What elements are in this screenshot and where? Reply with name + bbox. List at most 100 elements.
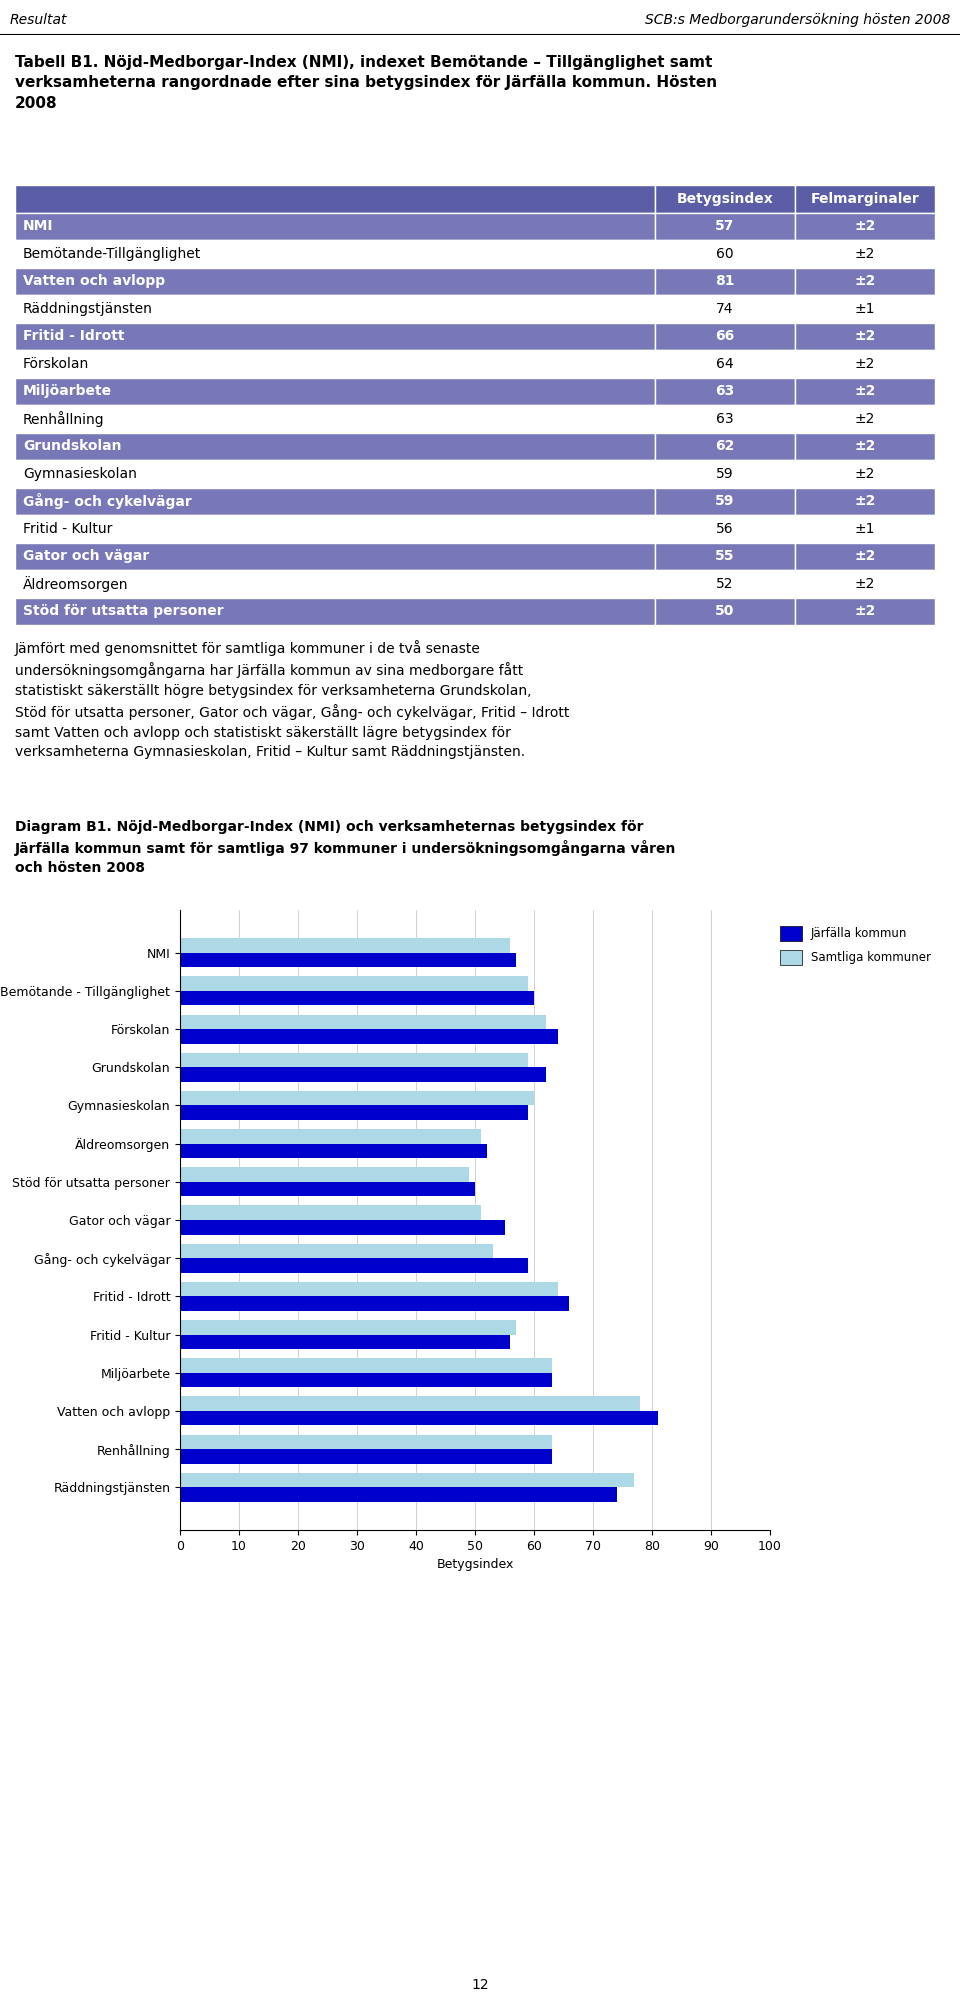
Bar <box>795 487 935 515</box>
Text: 64: 64 <box>716 356 733 370</box>
Bar <box>795 515 935 541</box>
Text: ±2: ±2 <box>854 248 876 262</box>
Bar <box>655 268 795 296</box>
Bar <box>180 1220 505 1234</box>
Bar <box>180 1129 481 1143</box>
Bar <box>180 1206 481 1220</box>
Bar <box>180 1488 616 1502</box>
Text: Betygsindex: Betygsindex <box>677 191 774 205</box>
Text: ±2: ±2 <box>854 467 876 481</box>
Bar <box>15 322 655 350</box>
Text: Tabell B1. Nöjd-Medborgar-Index (NMI), indexet Bemötande – Tillgänglighet samt
v: Tabell B1. Nöjd-Medborgar-Index (NMI), i… <box>15 54 717 111</box>
Bar <box>15 541 655 570</box>
Bar <box>180 990 534 1004</box>
Bar <box>180 1449 552 1463</box>
Bar <box>780 950 802 964</box>
Text: Renhållning: Renhållning <box>23 411 105 427</box>
Text: Jämfört med genomsnittet för samtliga kommuner i de två senaste
undersökningsomg: Jämfört med genomsnittet för samtliga ko… <box>15 640 569 759</box>
Bar <box>655 598 795 624</box>
Bar <box>15 598 655 624</box>
Bar <box>655 378 795 405</box>
Text: ±2: ±2 <box>854 604 876 618</box>
Bar <box>180 1397 640 1411</box>
Bar <box>655 515 795 541</box>
Bar <box>180 1435 552 1449</box>
X-axis label: Betygsindex: Betygsindex <box>436 1558 514 1572</box>
Text: Järfälla kommun: Järfälla kommun <box>810 928 907 940</box>
Bar <box>15 185 655 213</box>
Bar <box>795 598 935 624</box>
Text: Bemötande-Tillgänglighet: Bemötande-Tillgänglighet <box>23 248 202 262</box>
Text: ±2: ±2 <box>854 550 876 564</box>
Text: ±1: ±1 <box>854 521 876 535</box>
Bar <box>180 938 511 952</box>
Bar <box>795 570 935 598</box>
Text: 63: 63 <box>715 384 734 399</box>
Text: ±2: ±2 <box>854 330 876 344</box>
Text: ±2: ±2 <box>854 384 876 399</box>
Bar <box>15 487 655 515</box>
Bar <box>180 1335 511 1349</box>
Bar <box>180 1296 569 1310</box>
Text: ±2: ±2 <box>854 578 876 590</box>
Bar <box>795 405 935 433</box>
Bar <box>795 268 935 296</box>
Bar <box>180 1359 552 1373</box>
Bar <box>15 378 655 405</box>
Text: Samtliga kommuner: Samtliga kommuner <box>810 950 930 964</box>
Bar <box>655 433 795 461</box>
Bar <box>180 1182 475 1196</box>
Bar <box>180 1105 528 1119</box>
Bar <box>15 433 655 461</box>
Bar <box>180 1143 487 1157</box>
Bar <box>780 926 802 940</box>
Bar <box>15 350 655 378</box>
Text: 59: 59 <box>716 467 733 481</box>
Bar <box>655 350 795 378</box>
Text: 62: 62 <box>715 439 734 453</box>
Text: Förskolan: Förskolan <box>23 356 89 370</box>
Text: 50: 50 <box>715 604 734 618</box>
Text: Äldreomsorgen: Äldreomsorgen <box>23 576 129 592</box>
Text: Resultat: Resultat <box>10 12 67 26</box>
Text: Gymnasieskolan: Gymnasieskolan <box>23 467 137 481</box>
Bar <box>180 1015 546 1029</box>
Bar <box>15 461 655 487</box>
Text: ±2: ±2 <box>854 356 876 370</box>
Text: 66: 66 <box>715 330 734 344</box>
Text: Räddningstjänsten: Räddningstjänsten <box>23 302 153 316</box>
Text: ±2: ±2 <box>854 413 876 427</box>
Bar <box>180 1373 552 1387</box>
Text: 74: 74 <box>716 302 733 316</box>
Text: Felmarginaler: Felmarginaler <box>810 191 920 205</box>
Text: Fritid - Idrott: Fritid - Idrott <box>23 330 125 344</box>
Text: Vatten och avlopp: Vatten och avlopp <box>23 274 165 288</box>
Text: Diagram B1. Nöjd-Medborgar-Index (NMI) och verksamheternas betygsindex för
Järfä: Diagram B1. Nöjd-Medborgar-Index (NMI) o… <box>15 819 677 876</box>
Text: SCB:s Medborgarundersökning hösten 2008: SCB:s Medborgarundersökning hösten 2008 <box>645 12 950 26</box>
Bar <box>180 1321 516 1335</box>
Bar <box>795 350 935 378</box>
Bar <box>795 240 935 268</box>
Bar <box>655 322 795 350</box>
Bar <box>180 1282 558 1296</box>
Text: ±2: ±2 <box>854 274 876 288</box>
Bar <box>655 213 795 240</box>
Bar <box>655 240 795 268</box>
Bar <box>180 1029 558 1043</box>
Bar <box>15 570 655 598</box>
Bar <box>795 378 935 405</box>
Bar <box>15 268 655 296</box>
Bar <box>795 541 935 570</box>
Text: Fritid - Kultur: Fritid - Kultur <box>23 521 112 535</box>
Bar <box>655 487 795 515</box>
Text: 60: 60 <box>716 248 733 262</box>
Bar <box>180 1053 528 1067</box>
Bar <box>15 515 655 541</box>
Bar <box>180 1067 546 1081</box>
Text: Gång- och cykelvägar: Gång- och cykelvägar <box>23 493 192 509</box>
Text: 59: 59 <box>715 495 734 507</box>
Bar <box>15 240 655 268</box>
Text: ±2: ±2 <box>854 219 876 234</box>
Text: 56: 56 <box>716 521 733 535</box>
Bar <box>795 296 935 322</box>
